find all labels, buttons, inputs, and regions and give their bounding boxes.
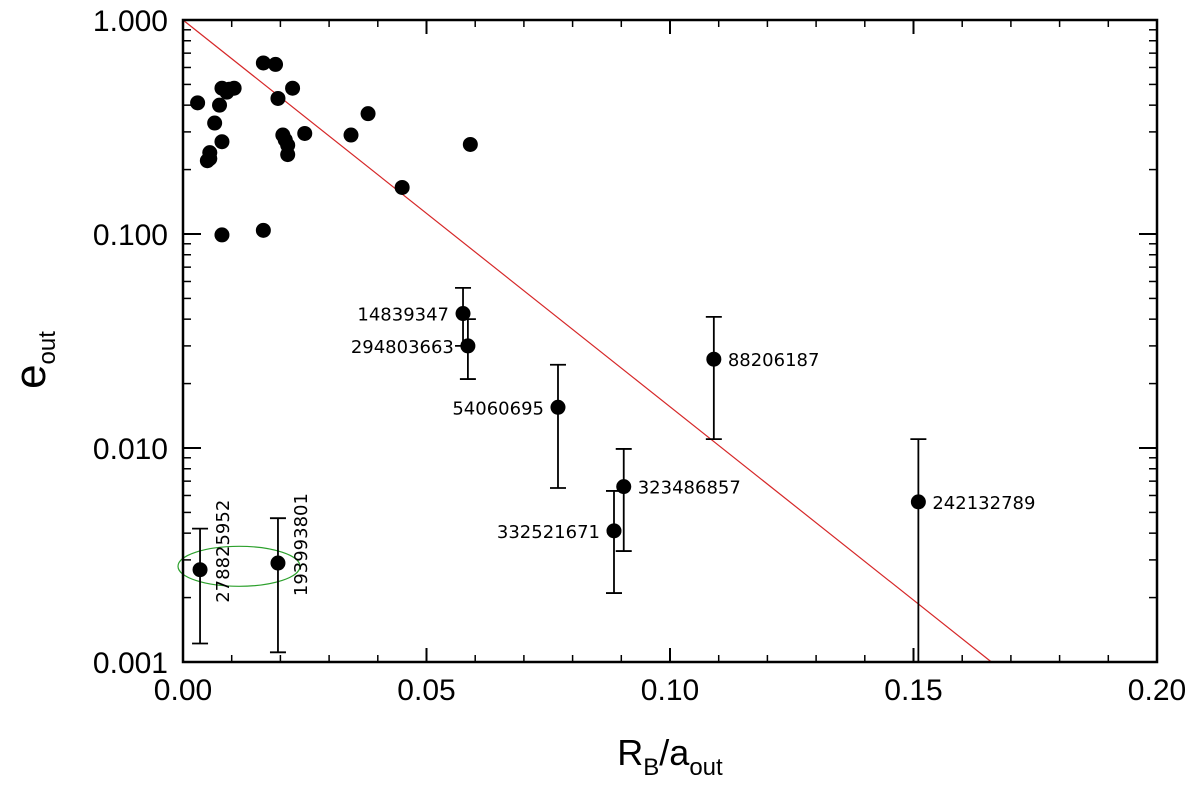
data-point	[255, 222, 271, 238]
x-tick-label: 0.05	[397, 674, 455, 707]
data-point	[214, 134, 230, 150]
data-point	[270, 90, 286, 106]
point-label: 54060695	[452, 398, 544, 419]
data-point	[360, 106, 376, 122]
point-label: 332521671	[497, 522, 600, 543]
data-point	[214, 227, 230, 243]
y-axis-title-main: e	[6, 364, 55, 388]
data-point	[270, 555, 286, 571]
data-point	[460, 338, 476, 354]
point-label: 88206187	[728, 350, 820, 371]
data-point	[268, 56, 284, 72]
y-axis-title-sub: out	[34, 331, 61, 365]
data-point	[297, 125, 313, 141]
data-point	[606, 523, 622, 539]
plot-frame	[181, 18, 1159, 664]
x-axis-title-sub2: out	[689, 754, 723, 781]
data-point	[550, 399, 566, 415]
data-point	[343, 127, 359, 143]
point-label: 193993801	[291, 493, 312, 596]
highlight-ellipse	[177, 545, 301, 587]
x-tick-label: 0.00	[154, 674, 212, 707]
x-tick-label: 0.15	[884, 674, 942, 707]
data-point	[255, 55, 271, 71]
y-tick-label: 1.000	[93, 5, 168, 38]
point-label: 294803663	[351, 337, 454, 358]
data-point	[202, 151, 218, 167]
trend-line	[182, 19, 992, 663]
y-tick-label: 0.100	[93, 219, 168, 252]
data-point	[616, 479, 632, 495]
x-tick-label: 0.20	[1128, 674, 1186, 707]
y-axis-title: eout	[6, 331, 61, 389]
point-label: 323486857	[638, 478, 741, 499]
x-axis-title-slash: /a	[659, 732, 690, 773]
x-tick-label: 0.10	[641, 674, 699, 707]
data-point	[462, 136, 478, 152]
point-label: 14839347	[357, 305, 449, 326]
y-tick-label: 0.010	[93, 433, 168, 466]
data-point	[226, 80, 242, 96]
x-axis-title-main: R	[617, 732, 643, 773]
point-label: 278825952	[213, 500, 234, 603]
y-tick-label: 0.001	[93, 647, 168, 680]
data-point	[280, 147, 296, 163]
data-point	[190, 95, 206, 111]
data-point	[910, 494, 926, 510]
x-axis-title: RB/aout	[617, 732, 723, 781]
plot-area	[183, 20, 1157, 662]
data-point	[192, 562, 208, 578]
data-point	[394, 179, 410, 195]
x-axis-title-sub1: B	[643, 754, 659, 781]
data-point	[706, 351, 722, 367]
data-point	[455, 306, 471, 322]
data-point	[212, 97, 228, 113]
data-point	[285, 80, 301, 96]
data-point	[207, 115, 223, 131]
point-label: 242132789	[932, 493, 1035, 514]
